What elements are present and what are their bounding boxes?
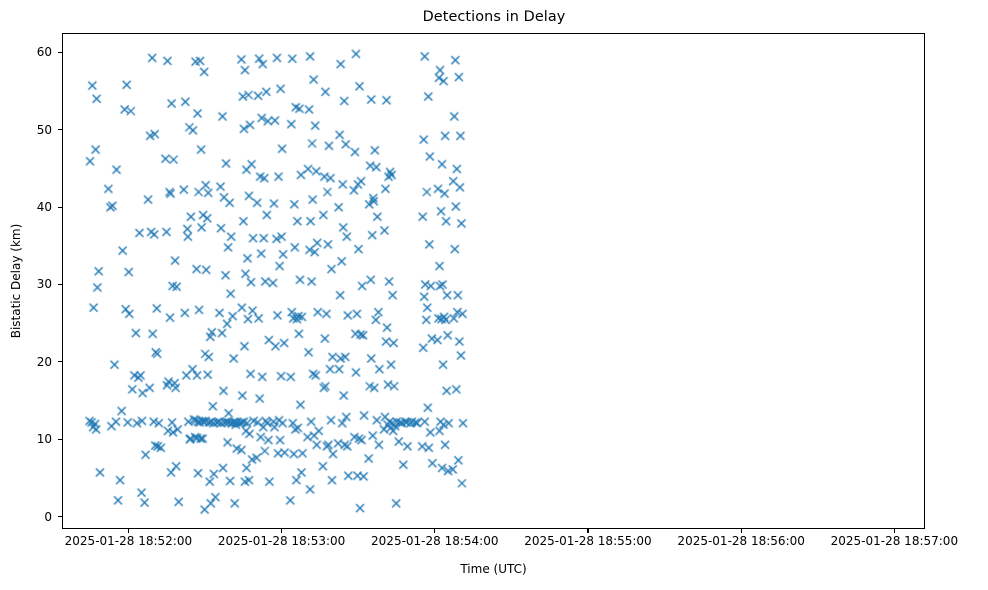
x-tick-label: 2025-01-28 18:52:00 — [64, 534, 193, 548]
y-tick-label: 30 — [36, 277, 52, 292]
x-tick-mark — [587, 529, 589, 533]
plot-area — [62, 33, 925, 529]
x-tick-mark — [740, 529, 742, 533]
y-tick-label: 10 — [36, 432, 52, 447]
y-tick-label: 20 — [36, 354, 52, 369]
x-tick-label: 2025-01-28 18:56:00 — [677, 534, 805, 548]
x-tick-label: 2025-01-28 18:55:00 — [524, 534, 652, 548]
y-tick-label: 40 — [36, 200, 52, 215]
x-tick-mark — [127, 529, 129, 533]
scatter-points-layer — [63, 34, 924, 528]
x-tick-mark — [280, 529, 283, 533]
x-tick-label: 2025-01-28 18:57:00 — [830, 534, 959, 548]
y-tick-label: 60 — [36, 45, 52, 60]
x-tick-mark — [893, 529, 895, 533]
x-axis-tick-labels: 2025-01-28 18:52:00 2025-01-28 18:53:00 20… — [0, 534, 988, 554]
y-axis-tick-labels: 0 10 20 30 40 50 60 — [0, 33, 52, 529]
x-tick-label: 2025-01-28 18:53:00 — [217, 534, 346, 548]
x-tick-mark — [434, 529, 436, 533]
x-axis-label: Time (UTC) — [460, 562, 527, 576]
x-tick-label: 2025-01-28 18:54:00 — [371, 534, 499, 548]
y-tick-label: 50 — [36, 122, 52, 137]
page-title: Detections in Delay — [422, 9, 566, 25]
y-tick-label: 0 — [44, 509, 52, 524]
